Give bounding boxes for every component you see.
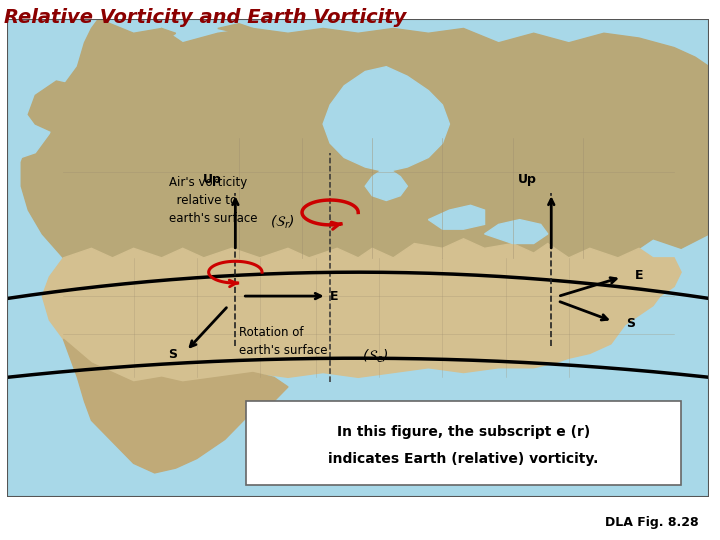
Polygon shape (639, 177, 681, 210)
Text: Relative Vorticity and Earth Vorticity: Relative Vorticity and Earth Vorticity (4, 8, 406, 27)
Text: S: S (168, 348, 176, 361)
Polygon shape (217, 24, 253, 33)
Polygon shape (365, 167, 408, 200)
Polygon shape (148, 29, 176, 43)
Polygon shape (323, 66, 449, 172)
Polygon shape (28, 81, 91, 133)
Text: Up: Up (518, 173, 537, 186)
FancyBboxPatch shape (246, 401, 681, 485)
Text: In this figure, the subscript e (r): In this figure, the subscript e (r) (337, 425, 590, 439)
Text: E: E (330, 289, 338, 302)
Polygon shape (485, 220, 548, 244)
Text: Air's vorticity
  relative to
earth's surface: Air's vorticity relative to earth's surf… (168, 176, 257, 225)
Polygon shape (63, 339, 288, 473)
Polygon shape (42, 239, 681, 382)
Polygon shape (7, 86, 56, 162)
Text: DLA Fig. 8.28: DLA Fig. 8.28 (605, 516, 698, 529)
Text: E: E (635, 268, 644, 281)
Text: Up: Up (202, 173, 221, 186)
Text: ($\mathcal{S}_e$): ($\mathcal{S}_e$) (361, 347, 388, 365)
Text: Rotation of
earth's surface: Rotation of earth's surface (239, 326, 328, 357)
Polygon shape (22, 19, 709, 258)
Polygon shape (428, 205, 485, 229)
Text: indicates Earth (relative) vorticity.: indicates Earth (relative) vorticity. (328, 453, 599, 467)
Text: S: S (626, 317, 635, 330)
Text: ($\mathcal{S}_r$): ($\mathcal{S}_r$) (271, 213, 295, 231)
